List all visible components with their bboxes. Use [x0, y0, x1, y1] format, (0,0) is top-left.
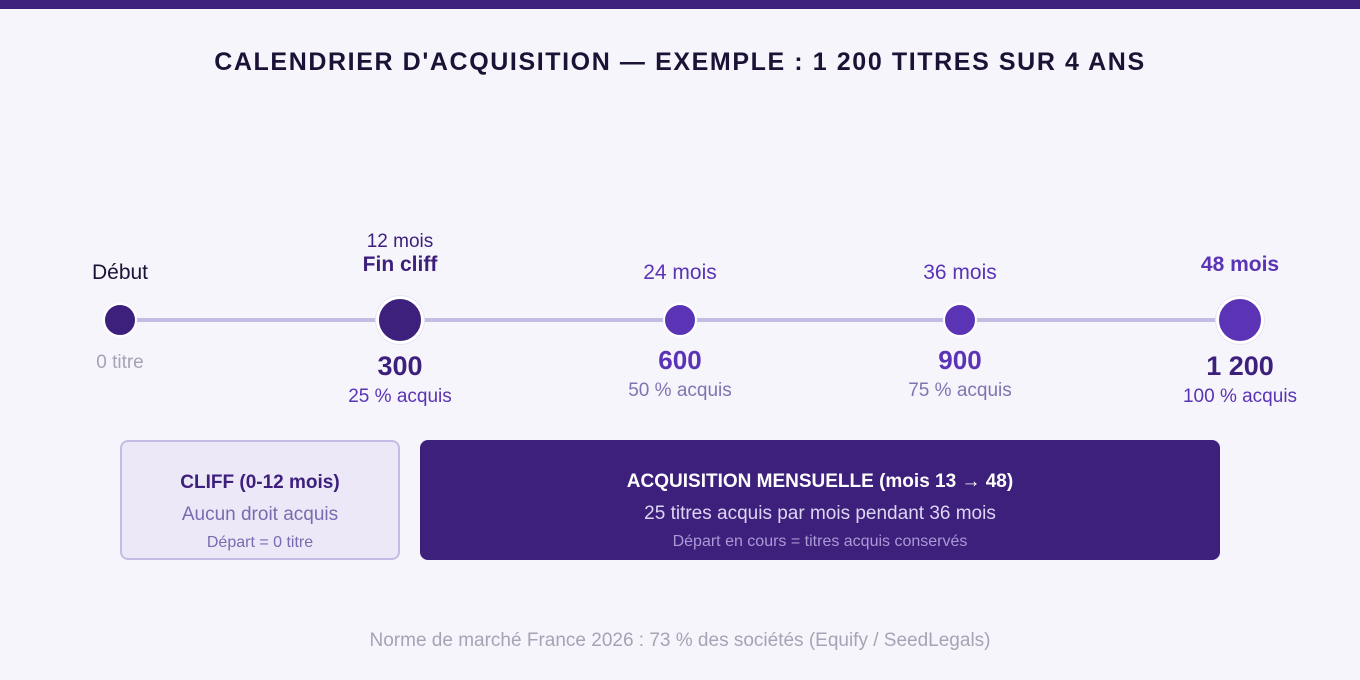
top-accent-bar [0, 0, 1360, 9]
footer-source: Norme de marché France 2026 : 73 % des s… [369, 630, 991, 651]
milestone-24-dot [663, 303, 697, 337]
cliff-box-heading: CLIFF (0-12 mois) [180, 472, 340, 493]
milestone-48-percent: 100 % acquis [1182, 386, 1298, 407]
milestone-24-count: 600 [658, 345, 702, 375]
milestone-cliff-month: 12 mois [366, 231, 434, 252]
milestone-48-label: 48 mois [1200, 253, 1280, 276]
cliff-box-note: Départ = 0 titre [206, 534, 314, 551]
milestone-36-dot [943, 303, 977, 337]
milestone-cliff-percent: 25 % acquis [348, 386, 452, 407]
milestone-48-count: 1 200 [1206, 351, 1274, 381]
milestone-24-label: 24 mois [643, 261, 717, 284]
milestone-48-dot [1216, 296, 1264, 344]
milestone-start-dot [103, 303, 137, 337]
milestone-24-percent: 50 % acquis [628, 380, 732, 401]
monthly-vesting-box: ACQUISITION MENSUELLE (mois 13 → 48) 25 … [420, 440, 1220, 560]
milestone-36-count: 900 [938, 345, 982, 375]
page-title: CALENDRIER D'ACQUISITION — EXEMPLE : 1 2… [214, 48, 1146, 76]
monthly-box-note: Départ en cours = titres acquis conservé… [672, 533, 968, 550]
milestone-cliff-count: 300 [377, 351, 423, 381]
milestone-36-percent: 75 % acquis [908, 380, 1012, 401]
milestone-cliff-label: Fin cliff [362, 253, 438, 276]
milestone-start-label: Début [91, 261, 149, 284]
cliff-period-box: CLIFF (0-12 mois) Aucun droit acquis Dép… [120, 440, 400, 560]
milestone-36-label: 36 mois [923, 261, 997, 284]
milestone-cliff-dot [376, 296, 424, 344]
cliff-box-text: Aucun droit acquis [181, 504, 339, 525]
monthly-box-heading: ACQUISITION MENSUELLE (mois 13 → 48) [626, 471, 1014, 492]
milestone-start-count: 0 titre [96, 352, 144, 373]
monthly-box-text: 25 titres acquis par mois pendant 36 moi… [644, 503, 996, 524]
